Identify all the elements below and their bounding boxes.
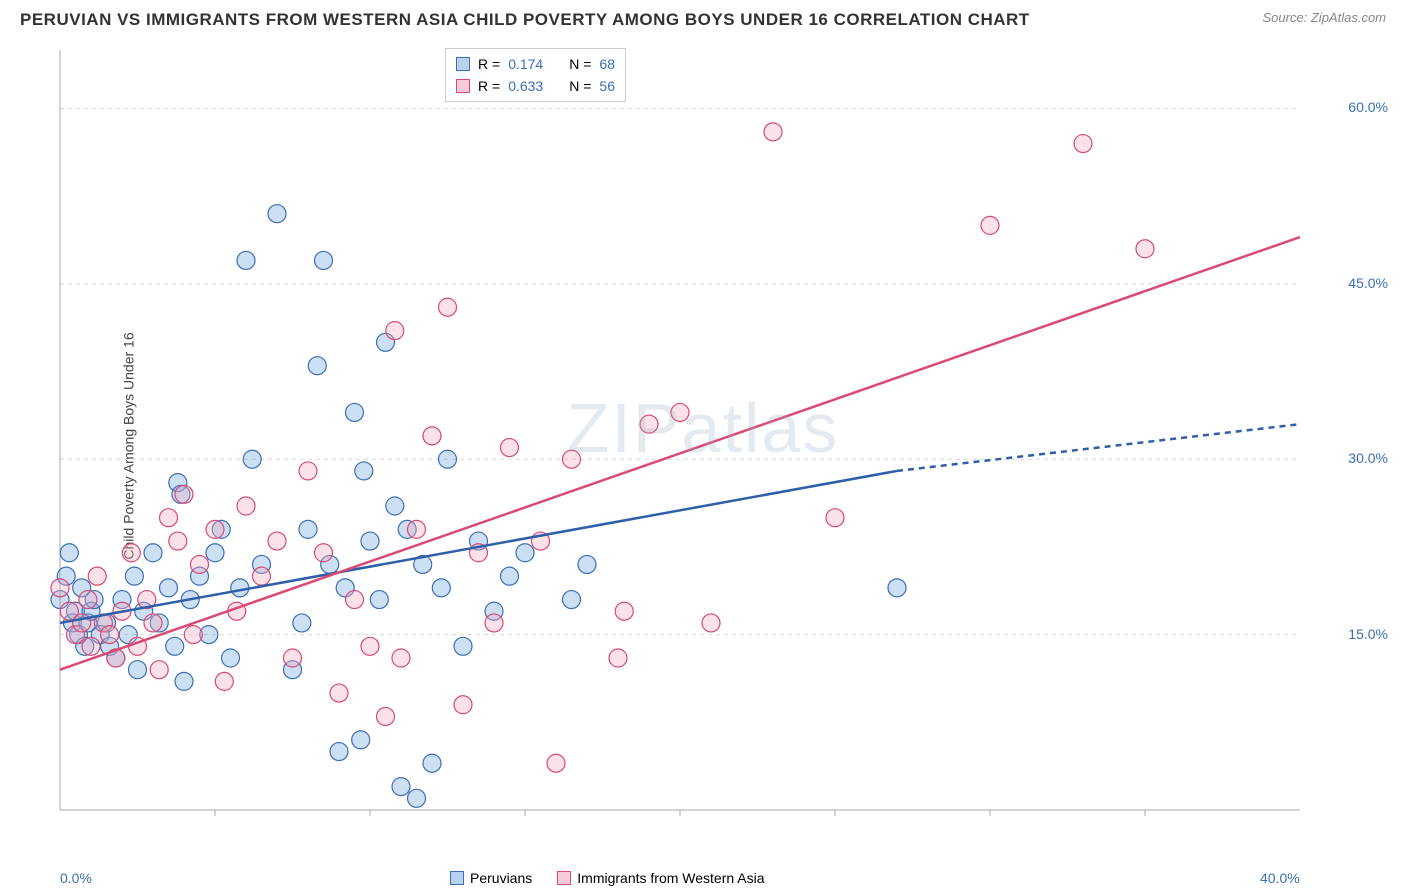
n-value: 68 bbox=[599, 56, 615, 72]
legend-item: Peruvians bbox=[450, 870, 532, 886]
legend-swatch bbox=[450, 871, 464, 885]
legend-label: Peruvians bbox=[470, 870, 532, 886]
r-label: R = bbox=[478, 78, 500, 94]
source-credit: Source: ZipAtlas.com bbox=[1262, 10, 1386, 25]
y-tick-label: 30.0% bbox=[1348, 450, 1388, 466]
n-value: 56 bbox=[599, 78, 615, 94]
chart-title: PERUVIAN VS IMMIGRANTS FROM WESTERN ASIA… bbox=[20, 10, 1030, 30]
legend-label: Immigrants from Western Asia bbox=[577, 870, 764, 886]
chart-container: PERUVIAN VS IMMIGRANTS FROM WESTERN ASIA… bbox=[0, 0, 1406, 892]
x-tick-label: 40.0% bbox=[1260, 870, 1300, 886]
series-legend: Peruvians Immigrants from Western Asia bbox=[450, 870, 765, 886]
scatter-plot bbox=[50, 40, 1370, 840]
r-label: R = bbox=[478, 56, 500, 72]
header: PERUVIAN VS IMMIGRANTS FROM WESTERN ASIA… bbox=[0, 0, 1406, 40]
r-value: 0.633 bbox=[508, 78, 543, 94]
legend-swatch bbox=[557, 871, 571, 885]
n-label: N = bbox=[569, 78, 591, 94]
legend-row: R = 0.174 N = 68 bbox=[456, 53, 615, 75]
r-value: 0.174 bbox=[508, 56, 543, 72]
legend-row: R = 0.633 N = 56 bbox=[456, 75, 615, 97]
legend-swatch bbox=[456, 57, 470, 71]
legend-item: Immigrants from Western Asia bbox=[557, 870, 764, 886]
n-label: N = bbox=[569, 56, 591, 72]
legend-swatch bbox=[456, 79, 470, 93]
correlation-legend: R = 0.174 N = 68 R = 0.633 N = 56 bbox=[445, 48, 626, 102]
y-tick-label: 15.0% bbox=[1348, 626, 1388, 642]
y-tick-label: 60.0% bbox=[1348, 99, 1388, 115]
y-tick-label: 45.0% bbox=[1348, 275, 1388, 291]
x-tick-label: 0.0% bbox=[60, 870, 92, 886]
